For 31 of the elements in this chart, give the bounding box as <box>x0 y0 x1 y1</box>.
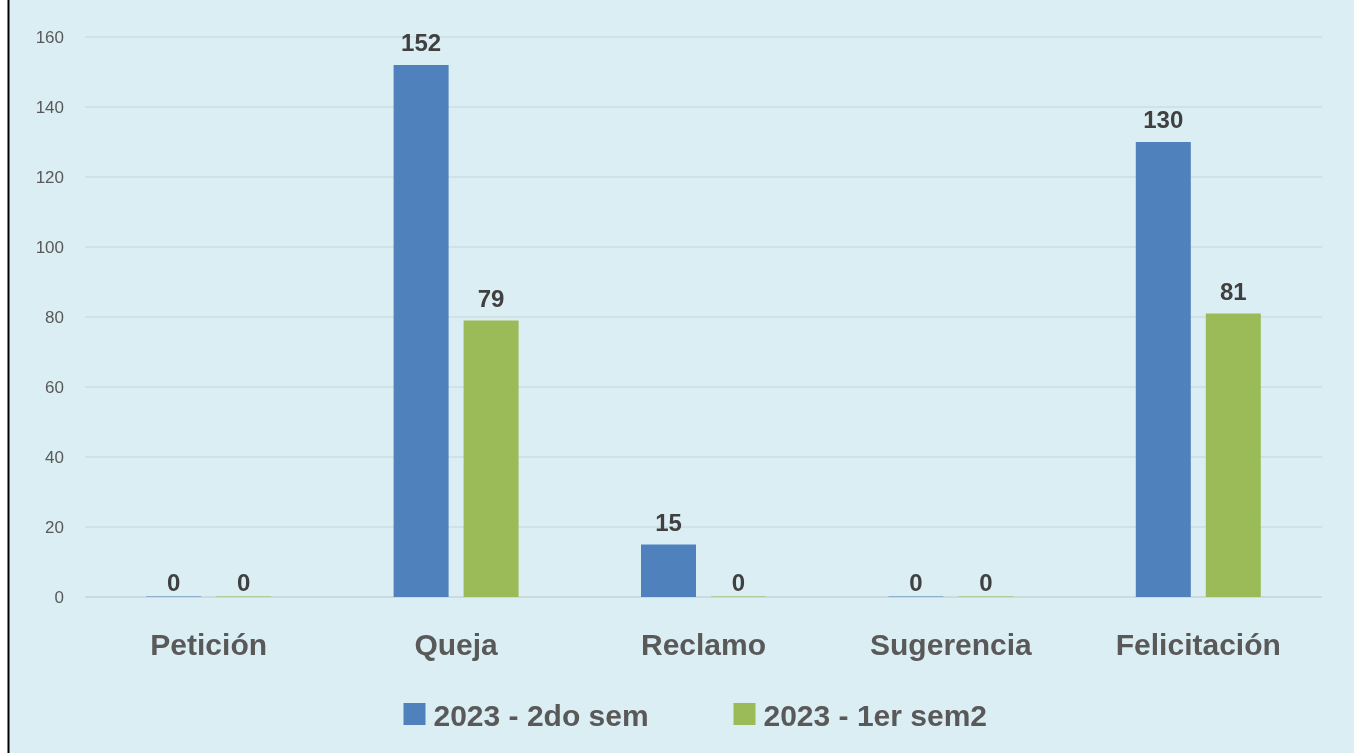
x-tick-label: Queja <box>414 628 499 661</box>
data-label: 152 <box>401 29 442 56</box>
y-tick-label: 40 <box>45 447 64 467</box>
data-label: 130 <box>1143 106 1184 133</box>
legend-label: 2023 - 2do sem <box>433 698 649 732</box>
data-label: 0 <box>979 569 993 596</box>
bar <box>463 320 519 597</box>
y-tick-label: 140 <box>35 97 64 117</box>
data-label: 0 <box>731 569 746 596</box>
y-tick-label: 60 <box>45 377 64 397</box>
data-label: 0 <box>167 569 181 596</box>
data-label: 79 <box>477 284 505 312</box>
y-tick-label: 20 <box>45 517 64 537</box>
x-tick-label: Reclamo <box>640 628 767 661</box>
bar <box>1135 142 1191 597</box>
y-tick-label: 0 <box>54 587 64 607</box>
y-tick-label: 120 <box>35 167 64 187</box>
x-tick-label: Sugerencia <box>870 628 1033 661</box>
data-label: 15 <box>655 508 682 536</box>
data-label: 81 <box>1219 277 1247 305</box>
y-tick-label: 80 <box>45 307 64 327</box>
x-tick-label: Petición <box>150 628 268 661</box>
y-tick-label: 160 <box>35 27 64 47</box>
data-label: 0 <box>237 569 251 596</box>
data-label: 0 <box>909 569 923 596</box>
bar <box>1205 313 1261 597</box>
bar <box>641 544 696 597</box>
x-tick-label: Felicitación <box>1115 628 1281 661</box>
legend-label: 2023 - 1er sem2 <box>763 698 988 732</box>
bar <box>393 65 449 597</box>
y-tick-label: 100 <box>35 237 64 257</box>
